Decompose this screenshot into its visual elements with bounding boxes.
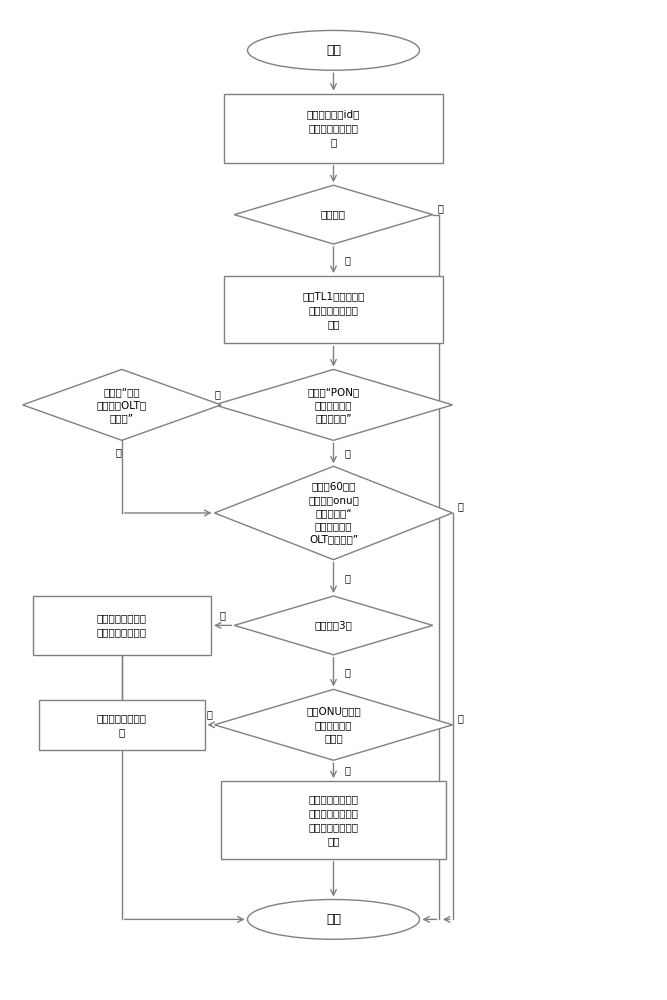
- Text: 是否查到: 是否查到: [321, 210, 346, 220]
- Text: 是: 是: [115, 447, 121, 457]
- Text: 判断ONU是否属
于同一二级分
光器下: 判断ONU是否属 于同一二级分 光器下: [306, 707, 361, 743]
- Polygon shape: [234, 185, 433, 244]
- Text: 否: 否: [458, 713, 464, 723]
- Text: 在前后60分钟
内，其他onu节
点下是否有“
分支光纤断或
OLT检测不到”: 在前后60分钟 内，其他onu节 点下是否有“ 分支光纤断或 OLT检测不到”: [308, 482, 359, 544]
- Text: 是否大于3个: 是否大于3个: [315, 620, 352, 630]
- Text: 是: 是: [344, 255, 350, 265]
- Text: 开始: 开始: [326, 44, 341, 57]
- Ellipse shape: [247, 30, 420, 70]
- Text: 返回二级分光器编
码: 返回二级分光器编 码: [97, 713, 147, 737]
- Polygon shape: [23, 369, 221, 440]
- Polygon shape: [214, 466, 453, 560]
- Text: 根据报障逻辑id查
询节电机编码和端
口: 根据报障逻辑id查 询节电机编码和端 口: [307, 109, 360, 147]
- Text: 是: 是: [344, 766, 350, 776]
- Bar: [39, 700, 205, 750]
- Bar: [221, 781, 446, 859]
- Text: 结束: 结束: [326, 913, 341, 926]
- Text: 否: 否: [207, 709, 212, 719]
- Text: 是否有“PON口
下存在非法入
侵的流氓猋”: 是否有“PON口 下存在非法入 侵的流氓猋”: [307, 387, 360, 423]
- Ellipse shape: [247, 900, 420, 939]
- Polygon shape: [214, 369, 453, 440]
- Text: 返回告警用户的宽
带号码和装机地址: 返回告警用户的宽 带号码和装机地址: [97, 613, 147, 637]
- Text: 否: 否: [215, 390, 221, 400]
- Bar: [33, 596, 211, 655]
- Text: 调用TL1指令，查询
网管是否有流氓猋
告警: 调用TL1指令，查询 网管是否有流氓猋 告警: [302, 291, 365, 329]
- Text: 否: 否: [219, 610, 225, 620]
- Text: 是: 是: [344, 573, 350, 583]
- Text: 否: 否: [438, 203, 444, 213]
- Text: 是: 是: [344, 448, 350, 458]
- Text: 返回二级分光器编
码和没有告警信息
的用户号码和装机
地址: 返回二级分光器编 码和没有告警信息 的用户号码和装机 地址: [309, 794, 358, 846]
- Text: 是否有“分支
光纤断或OLT检
测不到”: 是否有“分支 光纤断或OLT检 测不到”: [97, 387, 147, 423]
- Bar: [224, 94, 443, 163]
- Text: 是: 是: [344, 667, 350, 677]
- Polygon shape: [214, 689, 453, 760]
- Polygon shape: [234, 596, 433, 655]
- Bar: [224, 276, 443, 343]
- Text: 否: 否: [458, 501, 464, 511]
